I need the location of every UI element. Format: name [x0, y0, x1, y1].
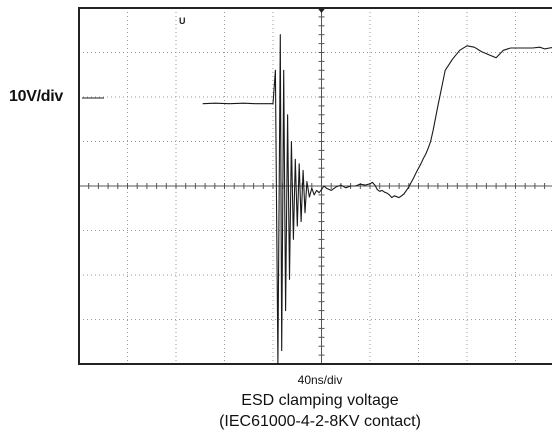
trigger-arrow [317, 8, 326, 13]
voltage-trace [202, 34, 552, 365]
oscilloscope-plot: U [78, 7, 552, 365]
marker-label: U [179, 16, 186, 26]
chart-subtitle: (IEC61000-4-2-8KV contact) [219, 413, 421, 430]
chart-title: ESD clamping voltage [241, 392, 399, 409]
voltage-scale-label: 10V/div [9, 88, 63, 105]
trigger-marker: U [179, 8, 326, 26]
plot-grid [78, 7, 552, 365]
time-scale-label: 40ns/div [297, 373, 343, 387]
